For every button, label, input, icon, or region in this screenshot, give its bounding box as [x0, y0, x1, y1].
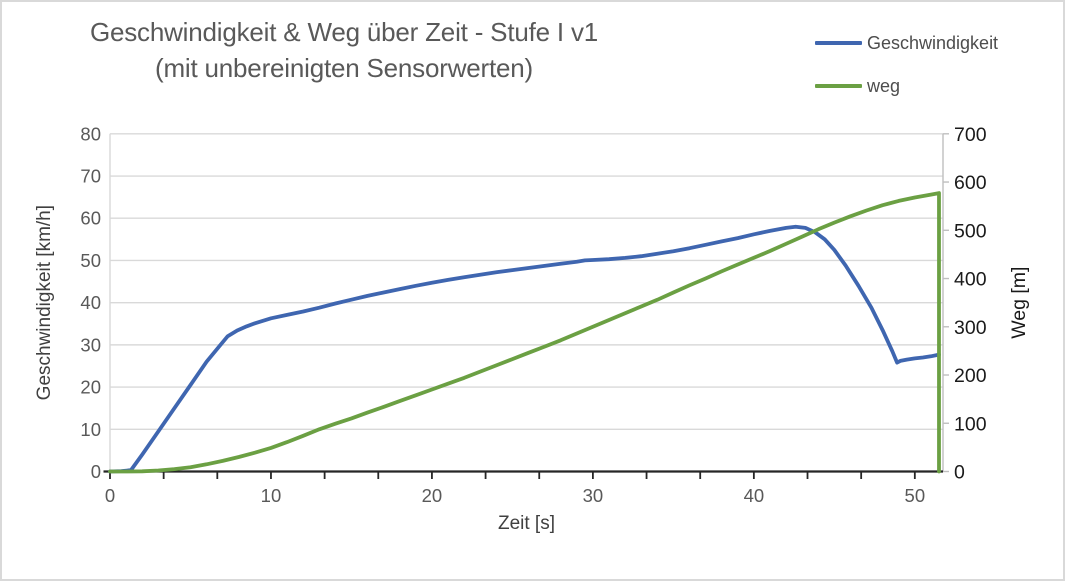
y-left-tick-label-70: 70 — [80, 166, 101, 187]
y-right-tick-label-300: 300 — [954, 317, 987, 339]
x-tick-label-0: 0 — [105, 485, 115, 506]
y-right-tick-label-200: 200 — [954, 365, 987, 387]
y-right-tick-label-600: 600 — [954, 172, 987, 194]
y-right-tick-label-0: 0 — [954, 462, 965, 484]
legend-line-swatch-geschwindigkeit — [815, 41, 862, 45]
series-line-weg — [108, 191, 941, 474]
y-right-tick-label-100: 100 — [954, 413, 987, 435]
y-right-tick-label-500: 500 — [954, 220, 987, 242]
legend-item-weg: weg — [815, 73, 1045, 99]
y-left-tick-label-30: 30 — [80, 334, 101, 355]
legend-line-swatch-weg — [815, 84, 862, 88]
legend-label-weg: weg — [867, 75, 901, 96]
chart-title-line-1: Geschwindigkeit & Weg über Zeit - Stufe … — [89, 17, 599, 47]
y-left-tick-label-0: 0 — [91, 461, 101, 482]
x-tick-label-50: 50 — [905, 485, 926, 506]
legend-label-geschwindigkeit: Geschwindigkeit — [867, 32, 999, 53]
x-tick-label-40: 40 — [744, 485, 765, 506]
x-tick-label-30: 30 — [583, 485, 604, 506]
chart-title: Geschwindigkeit & Weg über Zeit - Stufe … — [24, 14, 664, 86]
y-left-tick-label-60: 60 — [80, 208, 101, 229]
y-left-tick-label-50: 50 — [80, 250, 101, 271]
y-left-axis-title: Geschwindigkeit [km/h] — [34, 205, 55, 400]
chart-title-line-2: (mit unbereinigten Sensorwerten) — [154, 53, 533, 83]
y-right-tick-label-400: 400 — [954, 269, 987, 291]
x-tick-label-10: 10 — [261, 485, 282, 506]
series-line-geschwindigkeit — [108, 224, 941, 474]
y-right-axis-title: Weg [m] — [1008, 267, 1030, 339]
y-left-tick-label-20: 20 — [80, 377, 101, 398]
legend-item-geschwindigkeit: Geschwindigkeit — [815, 30, 1045, 56]
x-axis-title: Zeit [s] — [498, 513, 555, 534]
legend: Geschwindigkeit weg — [815, 30, 1045, 116]
y-left-tick-label-40: 40 — [80, 292, 101, 313]
x-tick-label-20: 20 — [422, 485, 443, 506]
y-left-tick-label-10: 10 — [80, 419, 101, 440]
y-left-tick-label-80: 80 — [80, 123, 101, 144]
y-right-tick-label-700: 700 — [954, 124, 987, 146]
